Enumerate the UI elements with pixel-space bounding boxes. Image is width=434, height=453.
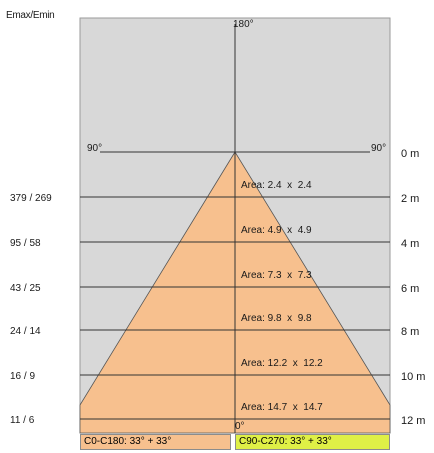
distance-label: 10 m (401, 371, 425, 383)
area-label: Area: 12.2 x 12.2 (241, 358, 323, 369)
angle-top-label: 180° (233, 19, 254, 30)
emax-emin-value: 379 / 269 (10, 193, 52, 204)
distance-label: 6 m (401, 283, 419, 295)
distance-label: 2 m (401, 193, 419, 205)
area-label: Area: 9.8 x 9.8 (241, 313, 312, 324)
angle-right-label: 90° (371, 143, 386, 154)
area-label: Area: 7.3 x 7.3 (241, 270, 312, 281)
distance-label: 4 m (401, 238, 419, 250)
emax-emin-value: 16 / 9 (10, 371, 35, 382)
plane-c0-c180-box: C0-C180: 33° + 33° (80, 434, 231, 450)
emax-emin-value: 24 / 14 (10, 326, 41, 337)
distance-label: 12 m (401, 415, 425, 427)
emax-emin-value: 11 / 6 (10, 415, 34, 426)
emax-emin-value: 95 / 58 (10, 238, 41, 249)
distance-label: 8 m (401, 326, 419, 338)
area-label: Area: 14.7 x 14.7 (241, 402, 323, 413)
angle-left-label: 90° (87, 143, 102, 154)
area-label: Area: 2.4 x 2.4 (241, 180, 312, 191)
area-label: Area: 4.9 x 4.9 (241, 225, 312, 236)
angle-bottom-label: 0° (235, 421, 245, 432)
distance-label: 0 m (401, 148, 419, 160)
emax-emin-value: 43 / 25 (10, 283, 41, 294)
plane-c90-c270-box: C90-C270: 33° + 33° (235, 434, 390, 450)
